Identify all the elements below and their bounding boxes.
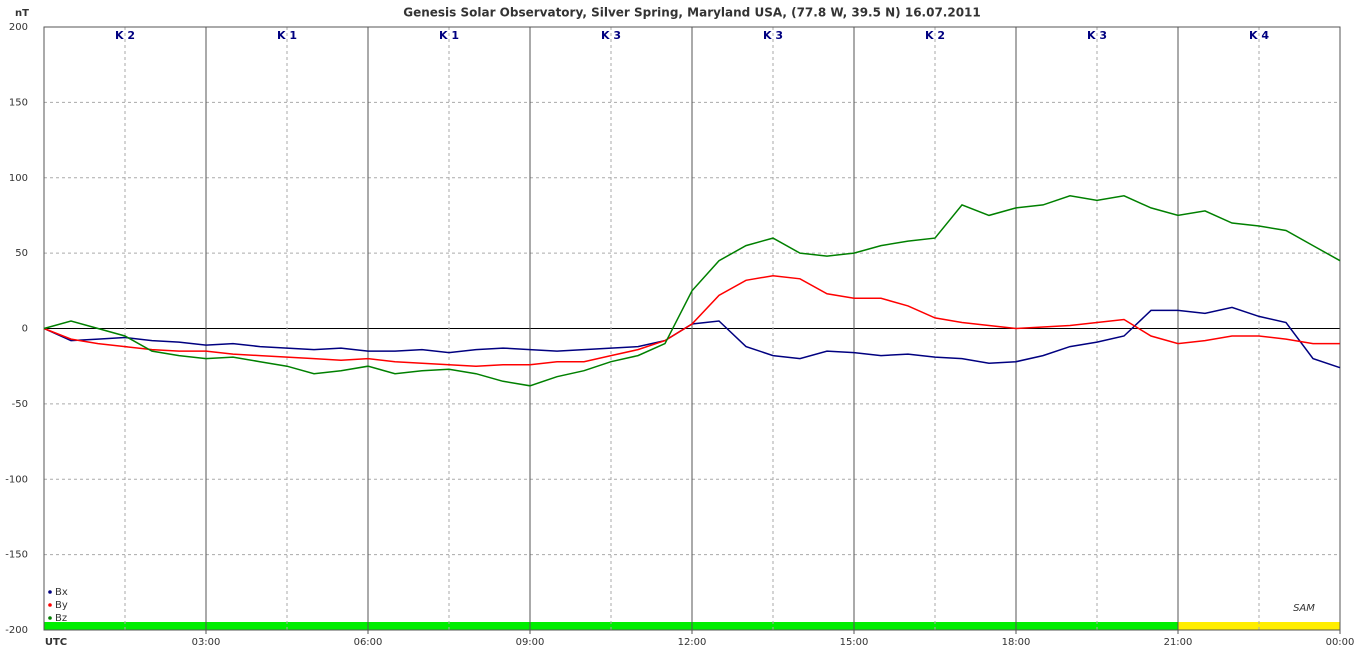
x-tick-label: 12:00 xyxy=(678,637,707,648)
y-tick-label: 50 xyxy=(15,248,28,259)
k-index-bar xyxy=(1178,622,1340,630)
x-tick-label: 15:00 xyxy=(840,637,869,648)
x-tick-label: 06:00 xyxy=(354,637,383,648)
series-line xyxy=(43,195,1341,387)
logo: SAM xyxy=(1293,603,1315,614)
x-tick-label: 09:00 xyxy=(516,637,545,648)
series-line xyxy=(43,274,1340,367)
x-tick-label: 21:00 xyxy=(1164,637,1193,648)
y-tick-label: -150 xyxy=(5,550,28,561)
x-tick-label: 18:00 xyxy=(1002,637,1031,648)
legend-marker xyxy=(48,590,52,594)
k-index-bar xyxy=(44,622,206,630)
y-tick-label: -50 xyxy=(12,399,28,410)
y-tick-label: 200 xyxy=(9,22,28,33)
k-index-bar xyxy=(530,622,692,630)
y-tick-label: 100 xyxy=(9,173,28,184)
x-tick-label: 00:00 xyxy=(1326,637,1355,648)
legend-label: Bx xyxy=(55,587,68,598)
k-index-bar xyxy=(1016,622,1178,630)
y-tick-label: -200 xyxy=(5,625,28,636)
k-index-bar xyxy=(368,622,530,630)
x-tick-label: 03:00 xyxy=(192,637,221,648)
k-index-bar xyxy=(206,622,368,630)
k-index-bar xyxy=(692,622,854,630)
k-index-bar xyxy=(854,622,1016,630)
legend-label: By xyxy=(55,600,68,611)
y-axis-label: nT xyxy=(15,8,29,19)
legend-marker xyxy=(48,603,52,607)
y-tick-label: -100 xyxy=(5,474,28,485)
y-tick-label: 0 xyxy=(22,324,28,335)
legend-marker xyxy=(48,616,52,620)
chart-title: Genesis Solar Observatory, Silver Spring… xyxy=(403,6,981,20)
x-axis-label: UTC xyxy=(45,637,67,648)
legend-label: Bz xyxy=(55,613,67,624)
y-tick-label: 150 xyxy=(9,97,28,108)
